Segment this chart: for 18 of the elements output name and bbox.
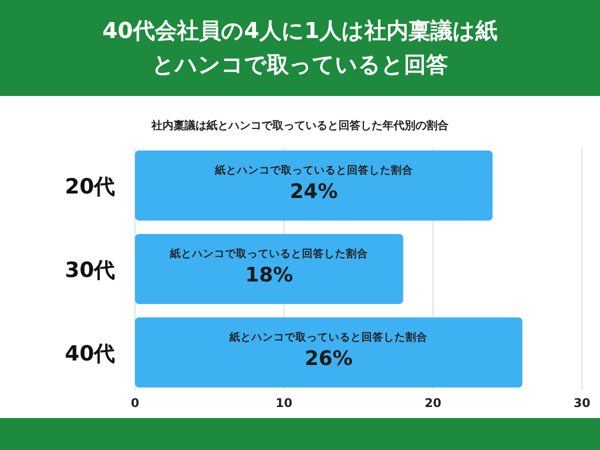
y-tick-label: 40代 [64, 341, 116, 366]
x-tick-label: 30 [574, 396, 590, 410]
annotation: 紙とハンコで取っていると回答した割合 [169, 247, 368, 260]
y-tick-label: 20代 [64, 174, 116, 199]
x-tick-label: 20 [424, 396, 442, 410]
bar [135, 317, 522, 388]
bar [135, 150, 493, 221]
x-tick-label: 0 [130, 396, 140, 410]
annotation: 紙とハンコで取っていると回答した割合 [214, 164, 413, 177]
y-tick-label: 30代 [64, 258, 116, 282]
bar [135, 234, 404, 304]
data-label: 18% [245, 262, 294, 287]
annotation: 紙とハンコで取っていると回答した割合 [228, 330, 428, 344]
chart-subtitle: 社内稟議は紙とハンコで取っていると回答した年代別の割合 [150, 119, 450, 132]
chart-title: 40代会社員の4人に1人は社内稟議は紙とハンコで取っていると回答 [102, 18, 498, 78]
data-label: 26% [304, 346, 353, 370]
x-tick-label: 10 [276, 396, 292, 410]
data-label: 24% [290, 179, 338, 204]
